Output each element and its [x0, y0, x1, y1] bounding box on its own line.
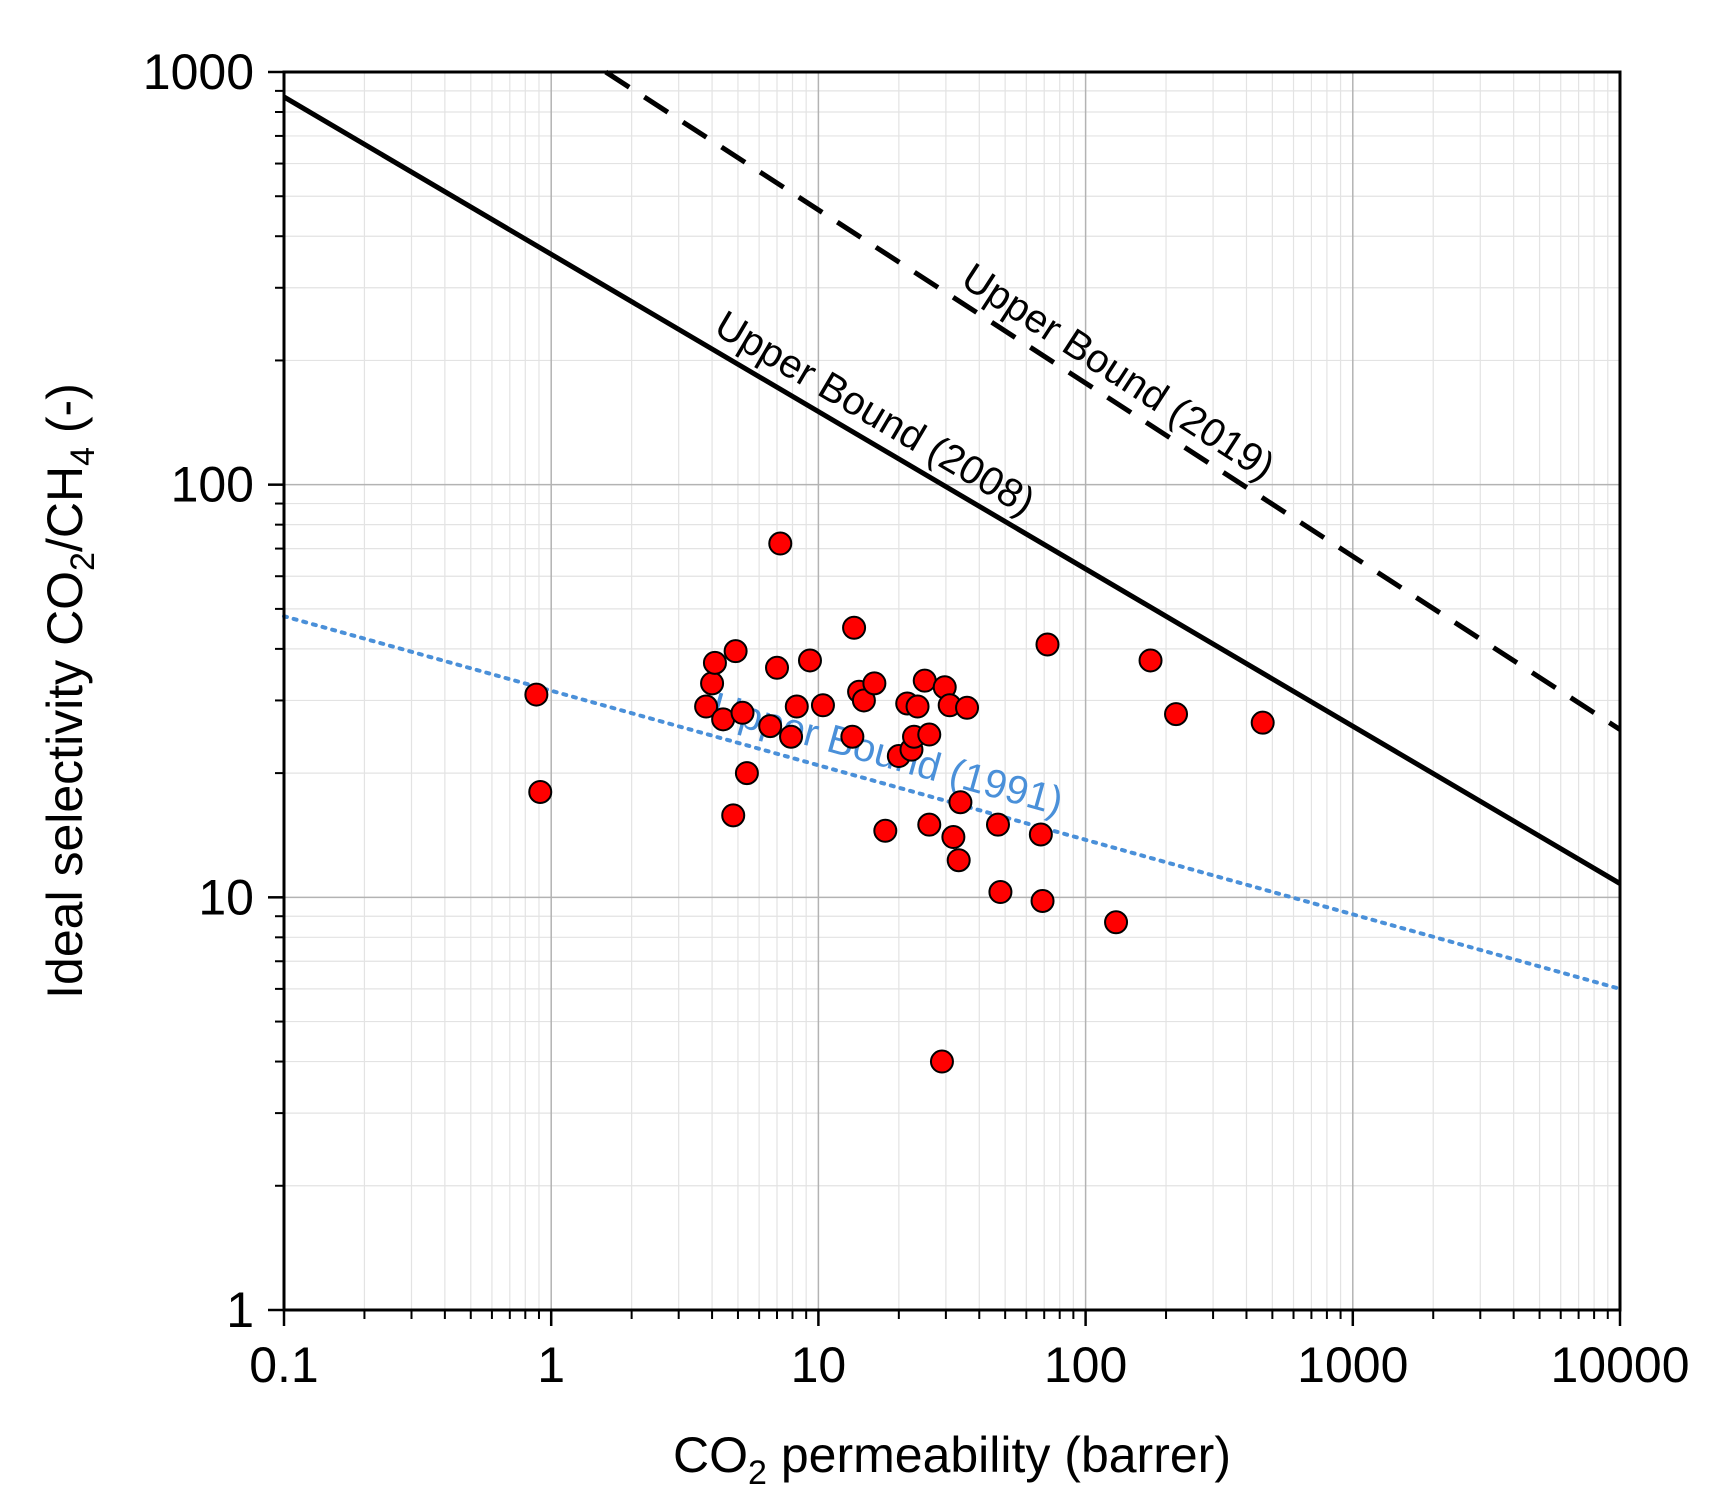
data-point [1138, 648, 1163, 673]
data-point [842, 615, 867, 640]
data-point [1250, 710, 1275, 735]
data-point [702, 650, 727, 675]
upper-bound-line-2 [282, 94, 1622, 886]
data-point [955, 695, 980, 720]
data-point [700, 671, 725, 696]
x-tick-labels: 0.1 1 10 100 1000 10000 [249, 1337, 1689, 1393]
data-point [765, 655, 790, 680]
data-point [1164, 702, 1189, 727]
data-point [873, 818, 898, 843]
data-point [734, 761, 759, 786]
data-point [946, 848, 971, 873]
x-tick-label: 10 [791, 1337, 847, 1393]
data-point [797, 648, 822, 673]
data-point [723, 639, 748, 664]
data-point [1035, 632, 1060, 657]
data-point [851, 688, 876, 713]
data-point [862, 671, 887, 696]
axis-ticks [268, 70, 1622, 1326]
data-point [1028, 822, 1053, 847]
data-point [988, 880, 1013, 905]
data-point [768, 531, 793, 556]
data-point [730, 700, 755, 725]
data-point [810, 693, 835, 718]
upper-bound-label-2: Upper Bound (2008) [707, 303, 1042, 525]
data-point [694, 694, 719, 719]
upper-bound-line-3 [604, 69, 1622, 732]
data-point [779, 724, 804, 749]
data-point [524, 682, 549, 707]
x-tick-label: 100 [1044, 1337, 1127, 1393]
major-grid [284, 72, 1620, 1310]
x-tick-label: 1 [537, 1337, 565, 1393]
x-tick-label: 10000 [1550, 1337, 1689, 1393]
data-point [929, 1049, 954, 1074]
data-point [758, 714, 783, 739]
upper-bound-label-3: Upper Bound (2019) [954, 255, 1282, 489]
data-point [1104, 910, 1129, 935]
data-point [528, 779, 553, 804]
y-tick-label: 1000 [143, 44, 254, 100]
data-point [840, 724, 865, 749]
minor-grid [284, 72, 1620, 1310]
data-point [912, 668, 937, 693]
data-point [917, 722, 942, 747]
x-tick-label: 1000 [1297, 1337, 1408, 1393]
data-point [784, 694, 809, 719]
data-point [905, 694, 930, 719]
x-axis-title: CO2 permeability (barrer) [673, 1427, 1231, 1492]
y-axis-title: Ideal selectivity CO2/CH4 (-) [37, 383, 102, 999]
data-points [524, 531, 1275, 1074]
y-tick-labels: 1 10 100 1000 [143, 44, 254, 1338]
data-point [948, 790, 973, 815]
y-tick-label: 10 [198, 869, 254, 925]
y-tick-label: 1 [226, 1282, 254, 1338]
y-tick-label: 100 [171, 457, 254, 513]
data-point [985, 812, 1010, 837]
data-point [917, 812, 942, 837]
plot-frame [282, 70, 1622, 1312]
x-tick-label: 0.1 [249, 1337, 319, 1393]
data-point [941, 825, 966, 850]
data-point [1030, 888, 1055, 913]
data-point [721, 803, 746, 828]
